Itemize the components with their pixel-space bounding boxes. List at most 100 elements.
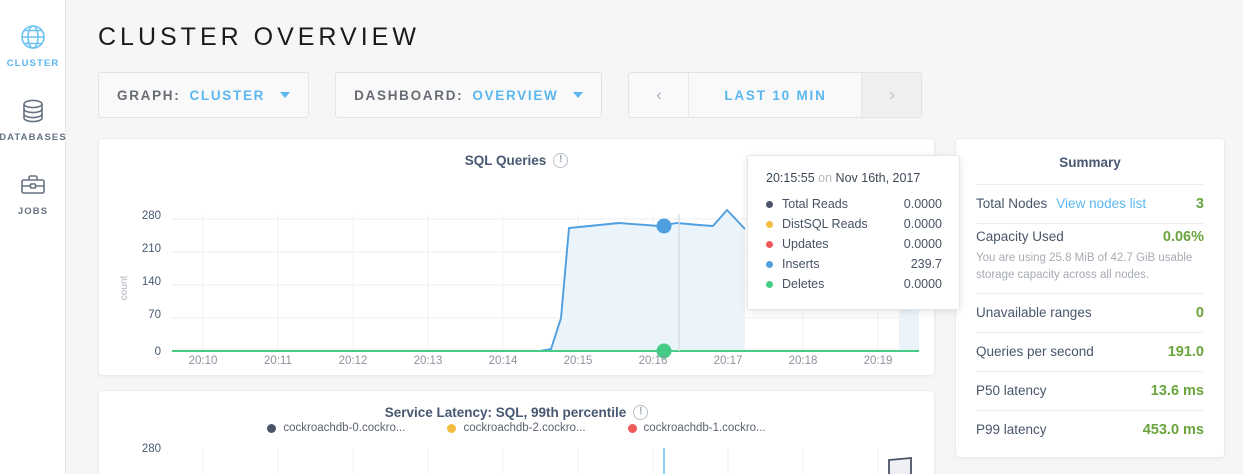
y-tick-140: 140 <box>142 276 161 288</box>
summary-label: Queries per second <box>976 344 1094 360</box>
sidebar-item-cluster[interactable]: CLUSTER <box>0 8 66 82</box>
briefcase-icon <box>17 169 49 201</box>
summary-title: Summary <box>1059 155 1121 170</box>
graph-dropdown-value: CLUSTER <box>189 87 266 103</box>
chevron-down-icon <box>280 92 291 98</box>
time-range-picker: ‹ LAST 10 MIN › <box>628 72 923 118</box>
y-tick-280: 280 <box>142 443 161 455</box>
x-tick: 20:15 <box>564 355 593 364</box>
series-name: Deletes <box>782 277 825 291</box>
tooltip-row: Inserts 239.7 <box>766 254 942 274</box>
x-tick: 20:18 <box>789 355 818 364</box>
chevron-down-icon <box>573 92 584 98</box>
series-color-swatch <box>766 280 773 288</box>
summary-label: Unavailable ranges <box>976 305 1092 321</box>
main-content: CLUSTER OVERVIEW GRAPH: CLUSTER DASHBOAR… <box>66 0 1243 474</box>
tooltip-row: DistSQL Reads 0.0000 <box>766 214 942 234</box>
prev-time-button[interactable]: ‹ <box>629 73 690 117</box>
summary-card: Summary Total Nodes View nodes list 3 Ca… <box>955 138 1225 458</box>
y-tick-210: 210 <box>142 243 161 255</box>
tooltip-time: 20:15:55 <box>766 171 815 185</box>
series-name: Updates <box>782 237 829 251</box>
series-value: 0.0000 <box>903 277 942 291</box>
dashboard-dropdown-label: DASHBOARD: <box>354 87 464 103</box>
legend-item[interactable]: cockroachdb-0.cockro... <box>267 422 405 434</box>
summary-value: 0.06% <box>1162 229 1204 245</box>
sidebar-item-databases[interactable]: DATABASES <box>0 82 66 156</box>
time-range-value[interactable]: LAST 10 MIN <box>724 87 827 103</box>
summary-label: P50 latency <box>976 383 1047 399</box>
series-color-swatch <box>766 240 773 248</box>
legend-item[interactable]: cockroachdb-2.cockro... <box>447 422 586 434</box>
latency-spike <box>888 457 912 474</box>
tooltip-timestamp: 20:15:55 on Nov 16th, 2017 <box>766 171 942 185</box>
sidebar-item-jobs[interactable]: JOBS <box>0 156 66 230</box>
legend-color-swatch <box>627 423 637 433</box>
summary-value: 3 <box>1195 196 1204 212</box>
series-name: DistSQL Reads <box>782 217 868 231</box>
series-color-swatch <box>766 260 773 268</box>
capacity-description: You are using 25.8 MiB of 42.7 GiB usabl… <box>976 252 1193 281</box>
content-row: SQL Queries ! <box>98 138 1243 474</box>
summary-label: Capacity Used <box>976 229 1064 244</box>
summary-value: 0 <box>1195 305 1204 322</box>
sidebar-item-label: JOBS <box>17 206 49 217</box>
x-tick: 20:13 <box>414 355 443 364</box>
series-value: 0.0000 <box>903 217 942 231</box>
tooltip-row: Total Reads 0.0000 <box>766 194 942 214</box>
series-color-swatch <box>766 220 773 228</box>
summary-row-p50-latency: P50 latency 13.6 ms <box>976 371 1204 410</box>
chart-title-text: Service Latency: SQL, 99th percentile <box>384 405 627 420</box>
summary-value: 191.0 <box>1167 344 1204 361</box>
legend-item[interactable]: cockroachdb-1.cockro... <box>627 422 766 434</box>
y-axis-label: count <box>119 276 130 301</box>
chart-legend: cockroachdb-0.cockro... cockroachdb-2.co… <box>99 422 934 434</box>
tooltip-date: Nov 16th, 2017 <box>835 171 921 185</box>
service-latency-chart-card: Service Latency: SQL, 99th percentile ! … <box>98 390 935 474</box>
next-time-button[interactable]: › <box>861 73 922 117</box>
summary-row-capacity: Capacity Used 0.06% You are using 25.8 M… <box>976 223 1204 293</box>
summary-row-unavailable-ranges: Unavailable ranges 0 <box>976 293 1204 332</box>
service-latency-svg: 280 <box>142 443 912 474</box>
series-value: 0.0000 <box>903 197 942 211</box>
chevron-left-icon: ‹ <box>656 85 662 104</box>
x-tick: 20:14 <box>489 355 518 364</box>
series-value: 0.0000 <box>903 237 942 251</box>
chart-title-text: SQL Queries <box>464 153 547 168</box>
info-icon[interactable]: ! <box>633 405 649 420</box>
y-tick-280: 280 <box>142 210 161 222</box>
legend-label: cockroachdb-1.cockro... <box>643 422 766 434</box>
graph-dropdown[interactable]: GRAPH: CLUSTER <box>98 72 310 118</box>
sidebar: CLUSTER DATABASES <box>0 0 66 474</box>
series-name: Inserts <box>782 257 820 271</box>
tooltip-row: Deletes 0.0000 <box>766 274 942 294</box>
summary-row-qps: Queries per second 191.0 <box>976 332 1204 371</box>
inserts-area <box>172 210 919 351</box>
y-tick-0: 0 <box>155 346 161 358</box>
database-icon <box>17 95 49 127</box>
dashboard-dropdown[interactable]: DASHBOARD: OVERVIEW <box>335 72 603 118</box>
chevron-right-icon: › <box>889 85 895 104</box>
tooltip-row: Updates 0.0000 <box>766 234 942 254</box>
info-icon[interactable]: ! <box>553 153 569 168</box>
tooltip-on-word: on <box>818 171 833 185</box>
chart-tooltip: 20:15:55 on Nov 16th, 2017 Total Reads 0… <box>747 155 960 310</box>
x-tick: 20:16 <box>639 355 668 364</box>
chart-title: SQL Queries ! <box>99 153 934 168</box>
inserts-line <box>172 208 746 352</box>
series-value: 239.7 <box>910 257 942 271</box>
toolbar: GRAPH: CLUSTER DASHBOARD: OVERVIEW ‹ LAS… <box>98 72 1243 118</box>
summary-label: Total Nodes <box>976 196 1048 211</box>
summary-value: 453.0 ms <box>1142 422 1204 439</box>
inserts-highlight-point <box>656 218 672 234</box>
series-name: Total Reads <box>782 197 849 211</box>
x-tick: 20:17 <box>714 355 743 364</box>
series-color-swatch <box>766 200 773 208</box>
page-title: CLUSTER OVERVIEW <box>98 23 420 51</box>
summary-value: 13.6 ms <box>1150 383 1204 400</box>
service-latency-plot: 280 <box>99 434 934 474</box>
view-nodes-list-link[interactable]: View nodes list <box>1056 196 1147 211</box>
legend-label: cockroachdb-0.cockro... <box>283 422 406 434</box>
y-tick-70: 70 <box>148 309 161 321</box>
globe-icon <box>17 21 49 53</box>
